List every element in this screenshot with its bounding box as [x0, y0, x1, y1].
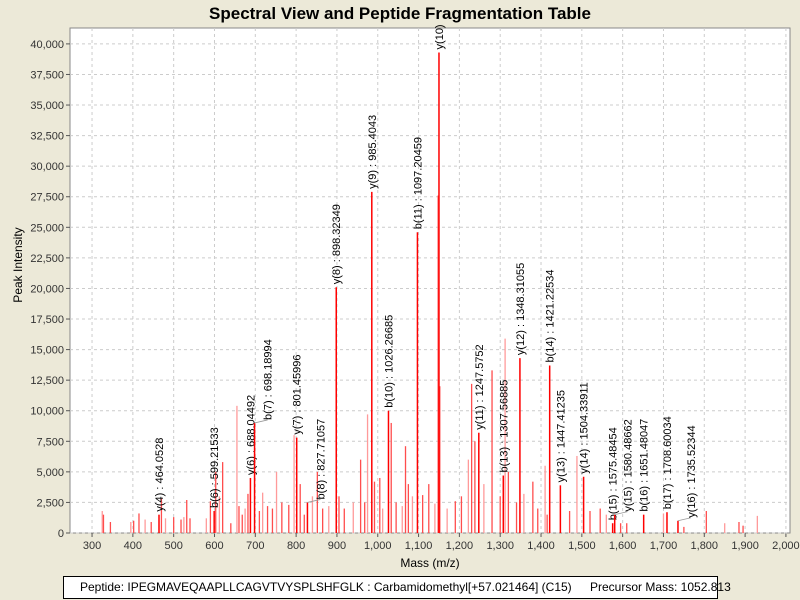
- peak-label: b(15) : 1575.48454: [608, 427, 620, 520]
- peak-label: y(11) : 1247.5752: [474, 344, 486, 429]
- x-tick-label: 500: [164, 540, 182, 552]
- y-tick-label: 17,500: [30, 314, 64, 326]
- y-tick-label: 25,000: [30, 222, 64, 234]
- y-tick-label: 2,500: [36, 497, 64, 509]
- x-tick-label: 1,300: [486, 540, 514, 552]
- x-axis-label: Mass (m/z): [400, 556, 459, 570]
- label-leader-line: [677, 517, 692, 522]
- y-tick-label: 22,500: [30, 253, 64, 265]
- peak-label: y(16) : 1735.52344: [686, 425, 698, 517]
- peak-label: y(14) : 1504.33911: [579, 382, 591, 474]
- y-tick-label: 12,500: [30, 375, 64, 387]
- peak-label: b(8) : 827.71057: [315, 419, 327, 500]
- x-tick-label: 400: [124, 540, 142, 552]
- chart-title: Spectral View and Peptide Fragmentation …: [209, 4, 591, 23]
- x-tick-label: 300: [83, 540, 101, 552]
- peak-label: y(8) : 898.32349: [331, 204, 343, 284]
- peak-label: y(4) : 464.0528: [154, 438, 166, 512]
- y-tick-label: 37,500: [30, 69, 64, 81]
- x-tick-label: 1,600: [609, 540, 637, 552]
- peak-label: y(13) : 1447.41235: [555, 390, 567, 482]
- x-tick-label: 1,200: [446, 540, 474, 552]
- x-tick-label: 1,400: [527, 540, 555, 552]
- y-tick-label: 20,000: [30, 283, 64, 295]
- y-tick-label: 5,000: [36, 467, 64, 479]
- y-tick-label: 30,000: [30, 161, 64, 173]
- label-leader-line: [307, 499, 321, 503]
- y-tick-label: 35,000: [30, 100, 64, 112]
- y-tick-label: 15,000: [30, 345, 64, 357]
- peak-label: b(10) : 1026.26685: [383, 315, 395, 408]
- x-tick-label: 1,900: [731, 540, 759, 552]
- x-tick-label: 700: [246, 540, 264, 552]
- peak-label: b(7) : 698.18994: [263, 339, 275, 420]
- peptide-label: Peptide: IPEGMAVEQAAPLLCAGVTVYSPLSHFGLK …: [80, 580, 572, 594]
- label-leader-line: [254, 419, 268, 424]
- y-axis-label: Peak Intensity: [11, 227, 25, 302]
- x-tick-label: 1,500: [568, 540, 596, 552]
- y-tick-label: 32,500: [30, 131, 64, 143]
- peak-label: b(13) : 1307.56885: [498, 380, 510, 473]
- peak-label: b(11) : 1097.20459: [412, 137, 424, 229]
- x-tick-label: 1,800: [691, 540, 719, 552]
- y-tick-label: 7,500: [36, 436, 64, 448]
- peak-label: y(10): [434, 24, 446, 49]
- precursor-mass-label: Precursor Mass: 1052.813: [590, 580, 731, 594]
- y-tick-label: 40,000: [30, 39, 64, 51]
- peptide-info-box: Peptide: IPEGMAVEQAAPLLCAGVTVYSPLSHFGLK …: [63, 576, 731, 599]
- x-tick-label: 900: [328, 540, 346, 552]
- plot-area: [69, 27, 791, 534]
- peak-label: y(6) : 688.04492: [245, 395, 257, 475]
- x-tick-label: 1,700: [650, 540, 678, 552]
- x-tick-label: 800: [287, 540, 305, 552]
- peak-label: b(6) : 599.21533: [209, 427, 221, 508]
- peak-label: y(9) : 985.4043: [367, 115, 379, 189]
- x-tick-label: 1,100: [405, 540, 433, 552]
- peak-label: y(7) : 801.45996: [292, 354, 304, 434]
- x-tick-label: 2,000: [772, 540, 800, 552]
- peak-label: y(12) : 1348.31055: [515, 263, 527, 355]
- y-tick-label: 0: [58, 528, 64, 540]
- peak-label: b(14) : 1421.22534: [545, 270, 557, 363]
- y-tick-label: 27,500: [30, 192, 64, 204]
- x-tick-label: 1,000: [364, 540, 392, 552]
- label-leader-line: [614, 511, 628, 516]
- peak-label: b(17) : 1708.60034: [662, 416, 674, 509]
- peak-label: y(15) : 1580.48662: [623, 419, 635, 511]
- y-tick-label: 10,000: [30, 406, 64, 418]
- x-tick-label: 600: [205, 540, 223, 552]
- peak-label: b(16) : 1651.48047: [639, 419, 651, 512]
